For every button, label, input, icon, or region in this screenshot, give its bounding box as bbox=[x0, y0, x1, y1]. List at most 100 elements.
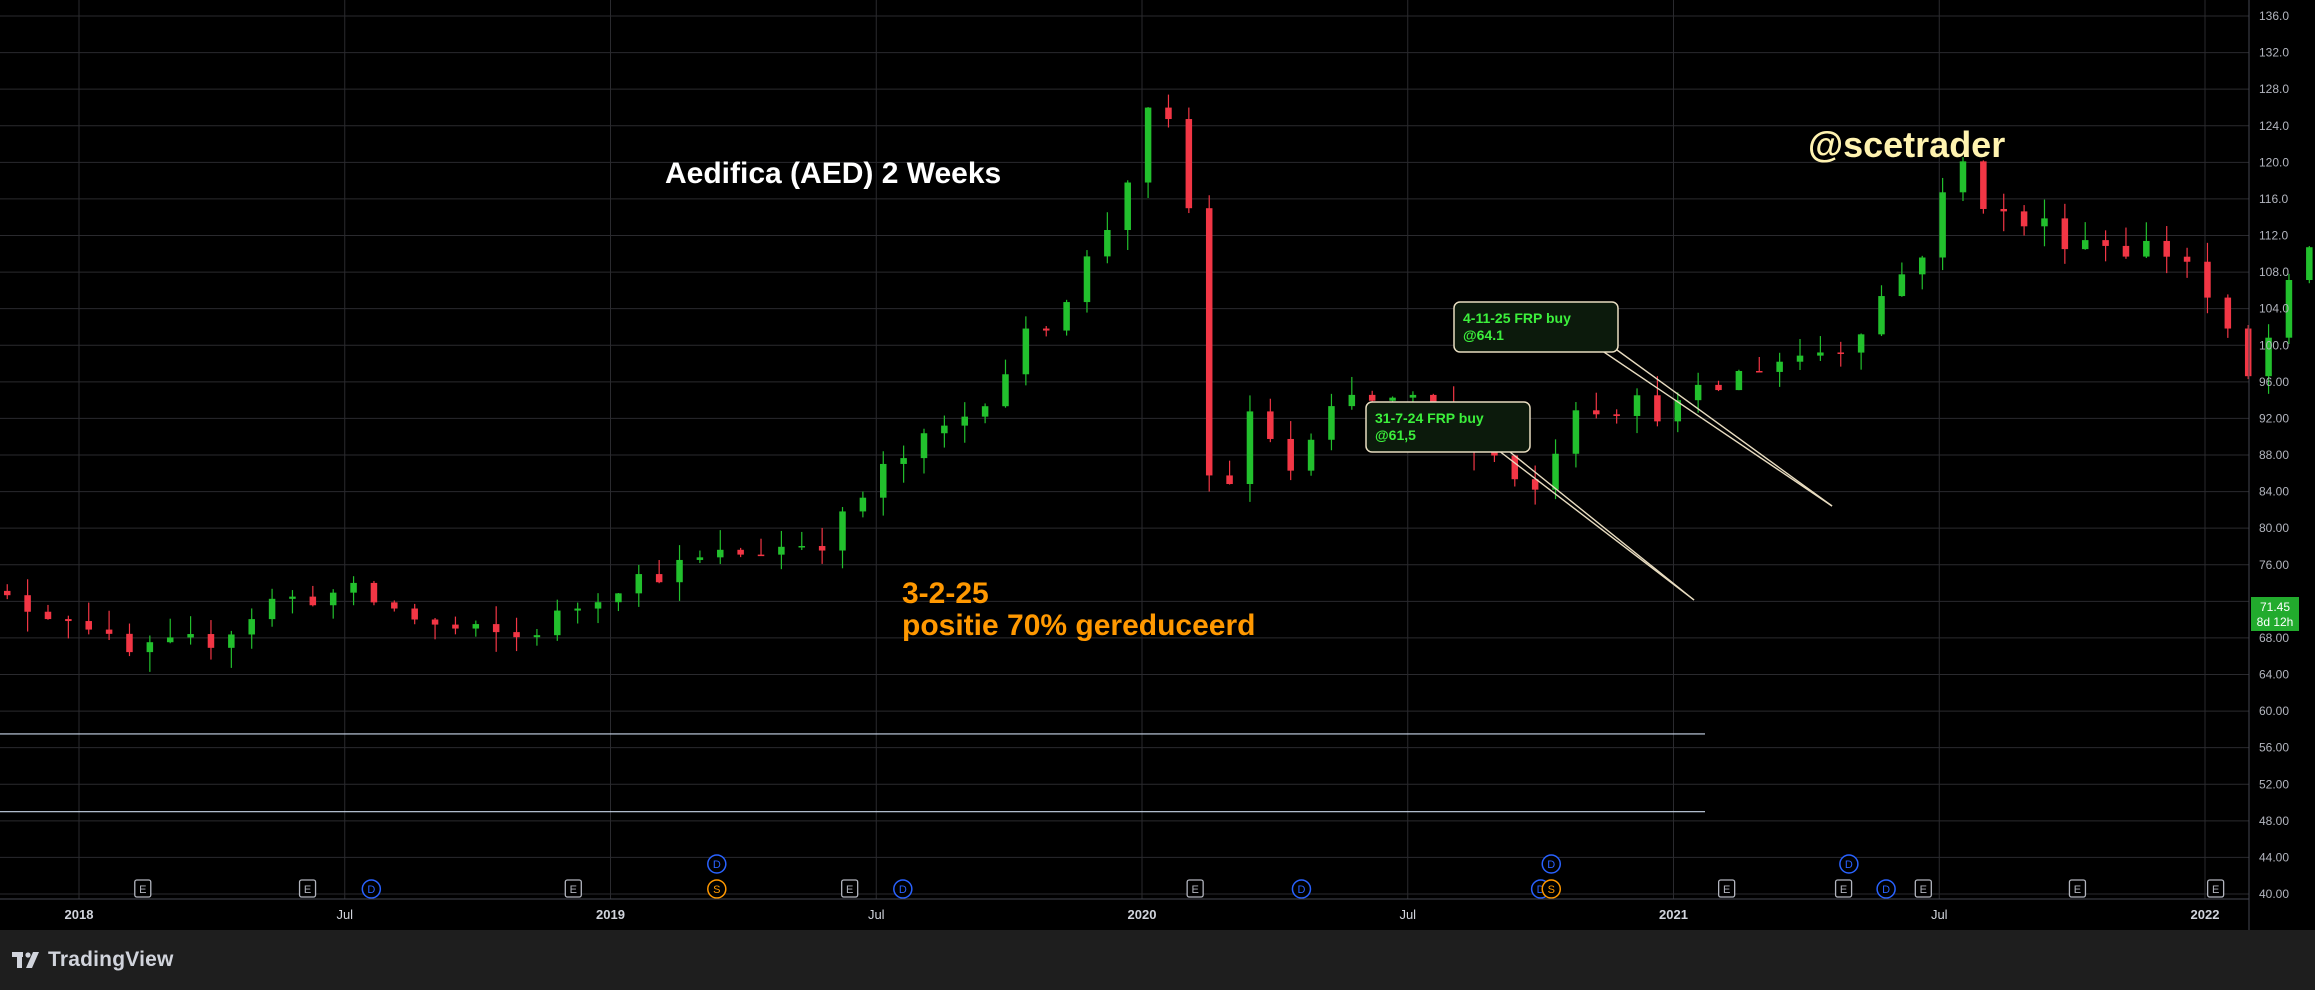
earnings-event-marker[interactable] bbox=[2068, 879, 2087, 898]
candle-body[interactable] bbox=[105, 629, 113, 634]
candle-body[interactable] bbox=[900, 458, 907, 464]
candle-body[interactable] bbox=[1898, 274, 1906, 297]
candle-body[interactable] bbox=[2265, 337, 2272, 377]
earnings-event-marker[interactable] bbox=[564, 879, 582, 898]
candle-body[interactable] bbox=[452, 624, 459, 629]
candle-body[interactable] bbox=[1165, 107, 1172, 120]
candle-body[interactable] bbox=[2224, 297, 2232, 329]
candle-body[interactable] bbox=[2102, 240, 2109, 246]
candle-body[interactable] bbox=[1959, 161, 1967, 193]
candle-body[interactable] bbox=[2285, 280, 2293, 338]
candle-body[interactable] bbox=[1654, 395, 1661, 422]
candle-body[interactable] bbox=[228, 634, 235, 648]
candle-body[interactable] bbox=[1572, 410, 1580, 454]
candle-body[interactable] bbox=[1226, 475, 1233, 485]
candle-body[interactable] bbox=[696, 557, 704, 560]
time-axis[interactable]: 2018Jul2019Jul2020Jul2021Jul2022Jul2023J… bbox=[65, 907, 2315, 922]
candle-body[interactable] bbox=[1593, 410, 1600, 415]
dividend-event-marker[interactable] bbox=[707, 854, 727, 874]
earnings-event-marker[interactable] bbox=[841, 879, 859, 898]
candle-body[interactable] bbox=[2204, 261, 2211, 298]
callout-2-box[interactable] bbox=[1453, 301, 1619, 353]
candle-body[interactable] bbox=[533, 635, 541, 638]
candle-body[interactable] bbox=[1083, 256, 1091, 303]
earnings-event-marker[interactable] bbox=[134, 879, 152, 898]
candle-body[interactable] bbox=[146, 642, 154, 653]
candle-body[interactable] bbox=[1348, 394, 1356, 407]
candle-body[interactable] bbox=[309, 596, 317, 606]
earnings-event-marker[interactable] bbox=[298, 879, 317, 898]
candle-body[interactable] bbox=[920, 433, 928, 459]
candle-body[interactable] bbox=[1124, 182, 1131, 231]
dividend-event-marker[interactable] bbox=[1541, 854, 1562, 874]
callouts[interactable]: 31-7-24 FRP buy @61,5 4-11-25 FRP buy @6… bbox=[1365, 301, 1833, 601]
candles[interactable] bbox=[0, 94, 2315, 811]
candle-body[interactable] bbox=[85, 621, 92, 630]
candle-body[interactable] bbox=[676, 559, 683, 583]
candle-body[interactable] bbox=[248, 619, 255, 635]
price-chart[interactable]: 31-7-24 FRP buy @61,5 4-11-25 FRP buy @6… bbox=[0, 0, 2315, 930]
candle-body[interactable] bbox=[207, 634, 215, 648]
candle-body[interactable] bbox=[1552, 453, 1559, 490]
candle-body[interactable] bbox=[431, 619, 439, 625]
dividend-event-marker[interactable] bbox=[893, 879, 913, 899]
candle-body[interactable] bbox=[44, 611, 52, 620]
candle-body[interactable] bbox=[2020, 211, 2028, 227]
candle-body[interactable] bbox=[1002, 374, 1009, 407]
candle-body[interactable] bbox=[2143, 240, 2150, 257]
candle-body[interactable] bbox=[1837, 352, 1845, 354]
candle-body[interactable] bbox=[554, 610, 561, 636]
dividend-event-marker[interactable] bbox=[361, 879, 382, 899]
candle-body[interactable] bbox=[2000, 208, 2007, 212]
candle-body[interactable] bbox=[1531, 479, 1539, 490]
candle-body[interactable] bbox=[1144, 107, 1152, 183]
candle-body[interactable] bbox=[1368, 394, 1376, 401]
candle-body[interactable] bbox=[839, 511, 846, 551]
candle-body[interactable] bbox=[594, 602, 602, 609]
candle-body[interactable] bbox=[778, 546, 785, 555]
candle-body[interactable] bbox=[1063, 302, 1070, 331]
earnings-event-marker[interactable] bbox=[1834, 879, 1853, 898]
candle-body[interactable] bbox=[1796, 355, 1804, 362]
candle-body[interactable] bbox=[268, 598, 276, 620]
candle-body[interactable] bbox=[1042, 328, 1050, 331]
candle-body[interactable] bbox=[2163, 240, 2170, 257]
reduction-text[interactable]: positie 70% gereduceerd bbox=[902, 609, 1255, 642]
candle-body[interactable] bbox=[1939, 192, 1946, 258]
earnings-event-marker[interactable] bbox=[2206, 879, 2225, 898]
candle-body[interactable] bbox=[1633, 395, 1641, 416]
candle-body[interactable] bbox=[1287, 438, 1294, 471]
price-axis[interactable]: 136.0 132.0 128.0 124.0 120.0 116.0 112.0 108.0… bbox=[2259, 9, 2289, 901]
candle-body[interactable] bbox=[2061, 218, 2069, 250]
candle-body[interactable] bbox=[1980, 161, 1987, 209]
candle-body[interactable] bbox=[126, 633, 133, 653]
callout-1-box[interactable] bbox=[1365, 401, 1531, 453]
dividend-event-marker[interactable] bbox=[1876, 879, 1896, 899]
candle-body[interactable] bbox=[2183, 256, 2191, 262]
candle-body[interactable] bbox=[2122, 245, 2130, 257]
split-event-marker[interactable] bbox=[1541, 879, 1562, 899]
candle-body[interactable] bbox=[1104, 230, 1111, 257]
candle-body[interactable] bbox=[2244, 328, 2252, 377]
earnings-event-marker[interactable] bbox=[1914, 879, 1932, 898]
candle-body[interactable] bbox=[1246, 411, 1254, 485]
candle-body[interactable] bbox=[1389, 397, 1396, 401]
candle-body[interactable] bbox=[635, 574, 643, 594]
candle-body[interactable] bbox=[737, 549, 744, 555]
candle-body[interactable] bbox=[1817, 352, 1824, 356]
candle-body[interactable] bbox=[859, 497, 867, 512]
candle-body[interactable] bbox=[880, 463, 887, 498]
candle-body[interactable] bbox=[1918, 257, 1926, 275]
candle-body[interactable] bbox=[1430, 394, 1437, 403]
candle-body[interactable] bbox=[717, 549, 724, 558]
candle-body[interactable] bbox=[1674, 400, 1682, 422]
candle-body[interactable] bbox=[1735, 370, 1743, 391]
candle-body[interactable] bbox=[1756, 370, 1763, 373]
candle-body[interactable] bbox=[1878, 296, 1885, 335]
candle-body[interactable] bbox=[1022, 328, 1030, 375]
candle-body[interactable] bbox=[1328, 406, 1335, 440]
candle-body[interactable] bbox=[1694, 384, 1702, 401]
candle-body[interactable] bbox=[655, 574, 663, 583]
candle-body[interactable] bbox=[1715, 384, 1722, 391]
candle-body[interactable] bbox=[370, 582, 378, 603]
